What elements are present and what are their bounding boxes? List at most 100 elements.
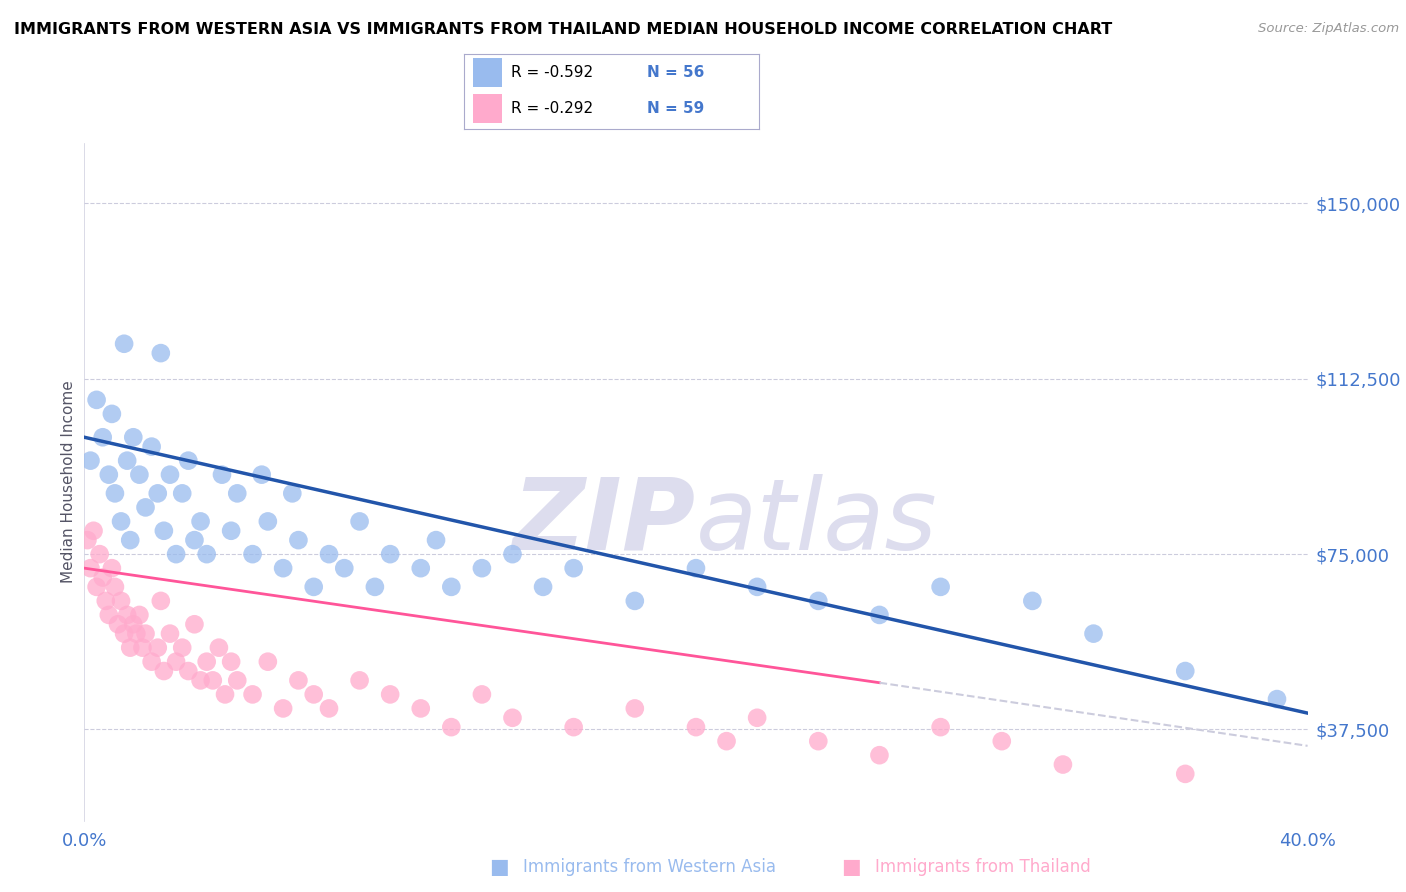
Point — [281, 486, 304, 500]
Point — [302, 580, 325, 594]
Point — [1265, 692, 1288, 706]
Point — [190, 515, 212, 529]
Point — [159, 626, 181, 640]
Point — [502, 711, 524, 725]
Point — [120, 640, 142, 655]
Point — [409, 561, 432, 575]
Point — [624, 594, 647, 608]
Point — [101, 561, 124, 575]
Text: atlas: atlas — [696, 474, 938, 571]
Point — [929, 580, 952, 594]
Point — [208, 640, 231, 655]
Point — [380, 687, 402, 701]
Point — [120, 533, 142, 548]
Point — [869, 748, 891, 763]
Point — [79, 453, 101, 467]
Point — [122, 430, 145, 444]
Point — [440, 720, 463, 734]
Point — [125, 626, 148, 640]
Point — [1052, 757, 1074, 772]
Point — [107, 617, 129, 632]
Point — [104, 486, 127, 500]
Point — [89, 547, 111, 561]
Point — [146, 640, 169, 655]
Point — [177, 453, 200, 467]
Text: Immigrants from Western Asia: Immigrants from Western Asia — [523, 858, 776, 876]
Point — [318, 701, 340, 715]
Point — [624, 701, 647, 715]
Point — [201, 673, 224, 688]
Point — [153, 664, 176, 678]
Point — [110, 594, 132, 608]
Point — [929, 720, 952, 734]
Point — [195, 547, 218, 561]
Point — [807, 734, 830, 748]
Point — [257, 655, 280, 669]
Point — [747, 580, 769, 594]
Point — [165, 547, 187, 561]
Point — [141, 655, 163, 669]
Point — [333, 561, 356, 575]
Point — [287, 533, 309, 548]
Point — [409, 701, 432, 715]
Point — [1174, 767, 1197, 781]
Point — [159, 467, 181, 482]
Point — [242, 687, 264, 701]
Point — [685, 720, 707, 734]
Point — [135, 500, 157, 515]
Text: Immigrants from Thailand: Immigrants from Thailand — [875, 858, 1090, 876]
Point — [226, 673, 249, 688]
Point — [214, 687, 236, 701]
Point — [115, 607, 138, 622]
Point — [79, 561, 101, 575]
Point — [97, 607, 120, 622]
Point — [562, 561, 585, 575]
Point — [271, 701, 294, 715]
Text: R = -0.292: R = -0.292 — [512, 102, 593, 116]
Text: ■: ■ — [841, 857, 860, 877]
Point — [86, 580, 108, 594]
Point — [128, 607, 150, 622]
Point — [115, 453, 138, 467]
Point — [242, 547, 264, 561]
Point — [135, 626, 157, 640]
Point — [1021, 594, 1043, 608]
Point — [531, 580, 554, 594]
Point — [869, 607, 891, 622]
Point — [471, 561, 494, 575]
Text: IMMIGRANTS FROM WESTERN ASIA VS IMMIGRANTS FROM THAILAND MEDIAN HOUSEHOLD INCOME: IMMIGRANTS FROM WESTERN ASIA VS IMMIGRAN… — [14, 22, 1112, 37]
Point — [97, 467, 120, 482]
Point — [1083, 626, 1105, 640]
Point — [250, 467, 273, 482]
Point — [226, 486, 249, 500]
Point — [91, 430, 114, 444]
Text: ZIP: ZIP — [513, 474, 696, 571]
Point — [183, 617, 205, 632]
Point — [425, 533, 447, 548]
Point — [141, 440, 163, 454]
Point — [183, 533, 205, 548]
Text: N = 56: N = 56 — [647, 65, 704, 80]
Y-axis label: Median Household Income: Median Household Income — [60, 380, 76, 583]
Point — [991, 734, 1014, 748]
Point — [364, 580, 387, 594]
Point — [271, 561, 294, 575]
Text: Source: ZipAtlas.com: Source: ZipAtlas.com — [1258, 22, 1399, 36]
Point — [83, 524, 105, 538]
Point — [219, 524, 242, 538]
Point — [807, 594, 830, 608]
Point — [112, 626, 135, 640]
Text: N = 59: N = 59 — [647, 102, 704, 116]
Point — [94, 594, 117, 608]
Point — [257, 515, 280, 529]
Point — [1174, 664, 1197, 678]
Point — [349, 673, 371, 688]
FancyBboxPatch shape — [472, 95, 502, 123]
FancyBboxPatch shape — [472, 58, 502, 87]
Point — [153, 524, 176, 538]
Point — [219, 655, 242, 669]
Point — [302, 687, 325, 701]
Point — [91, 570, 114, 584]
Point — [76, 533, 98, 548]
Point — [211, 467, 233, 482]
